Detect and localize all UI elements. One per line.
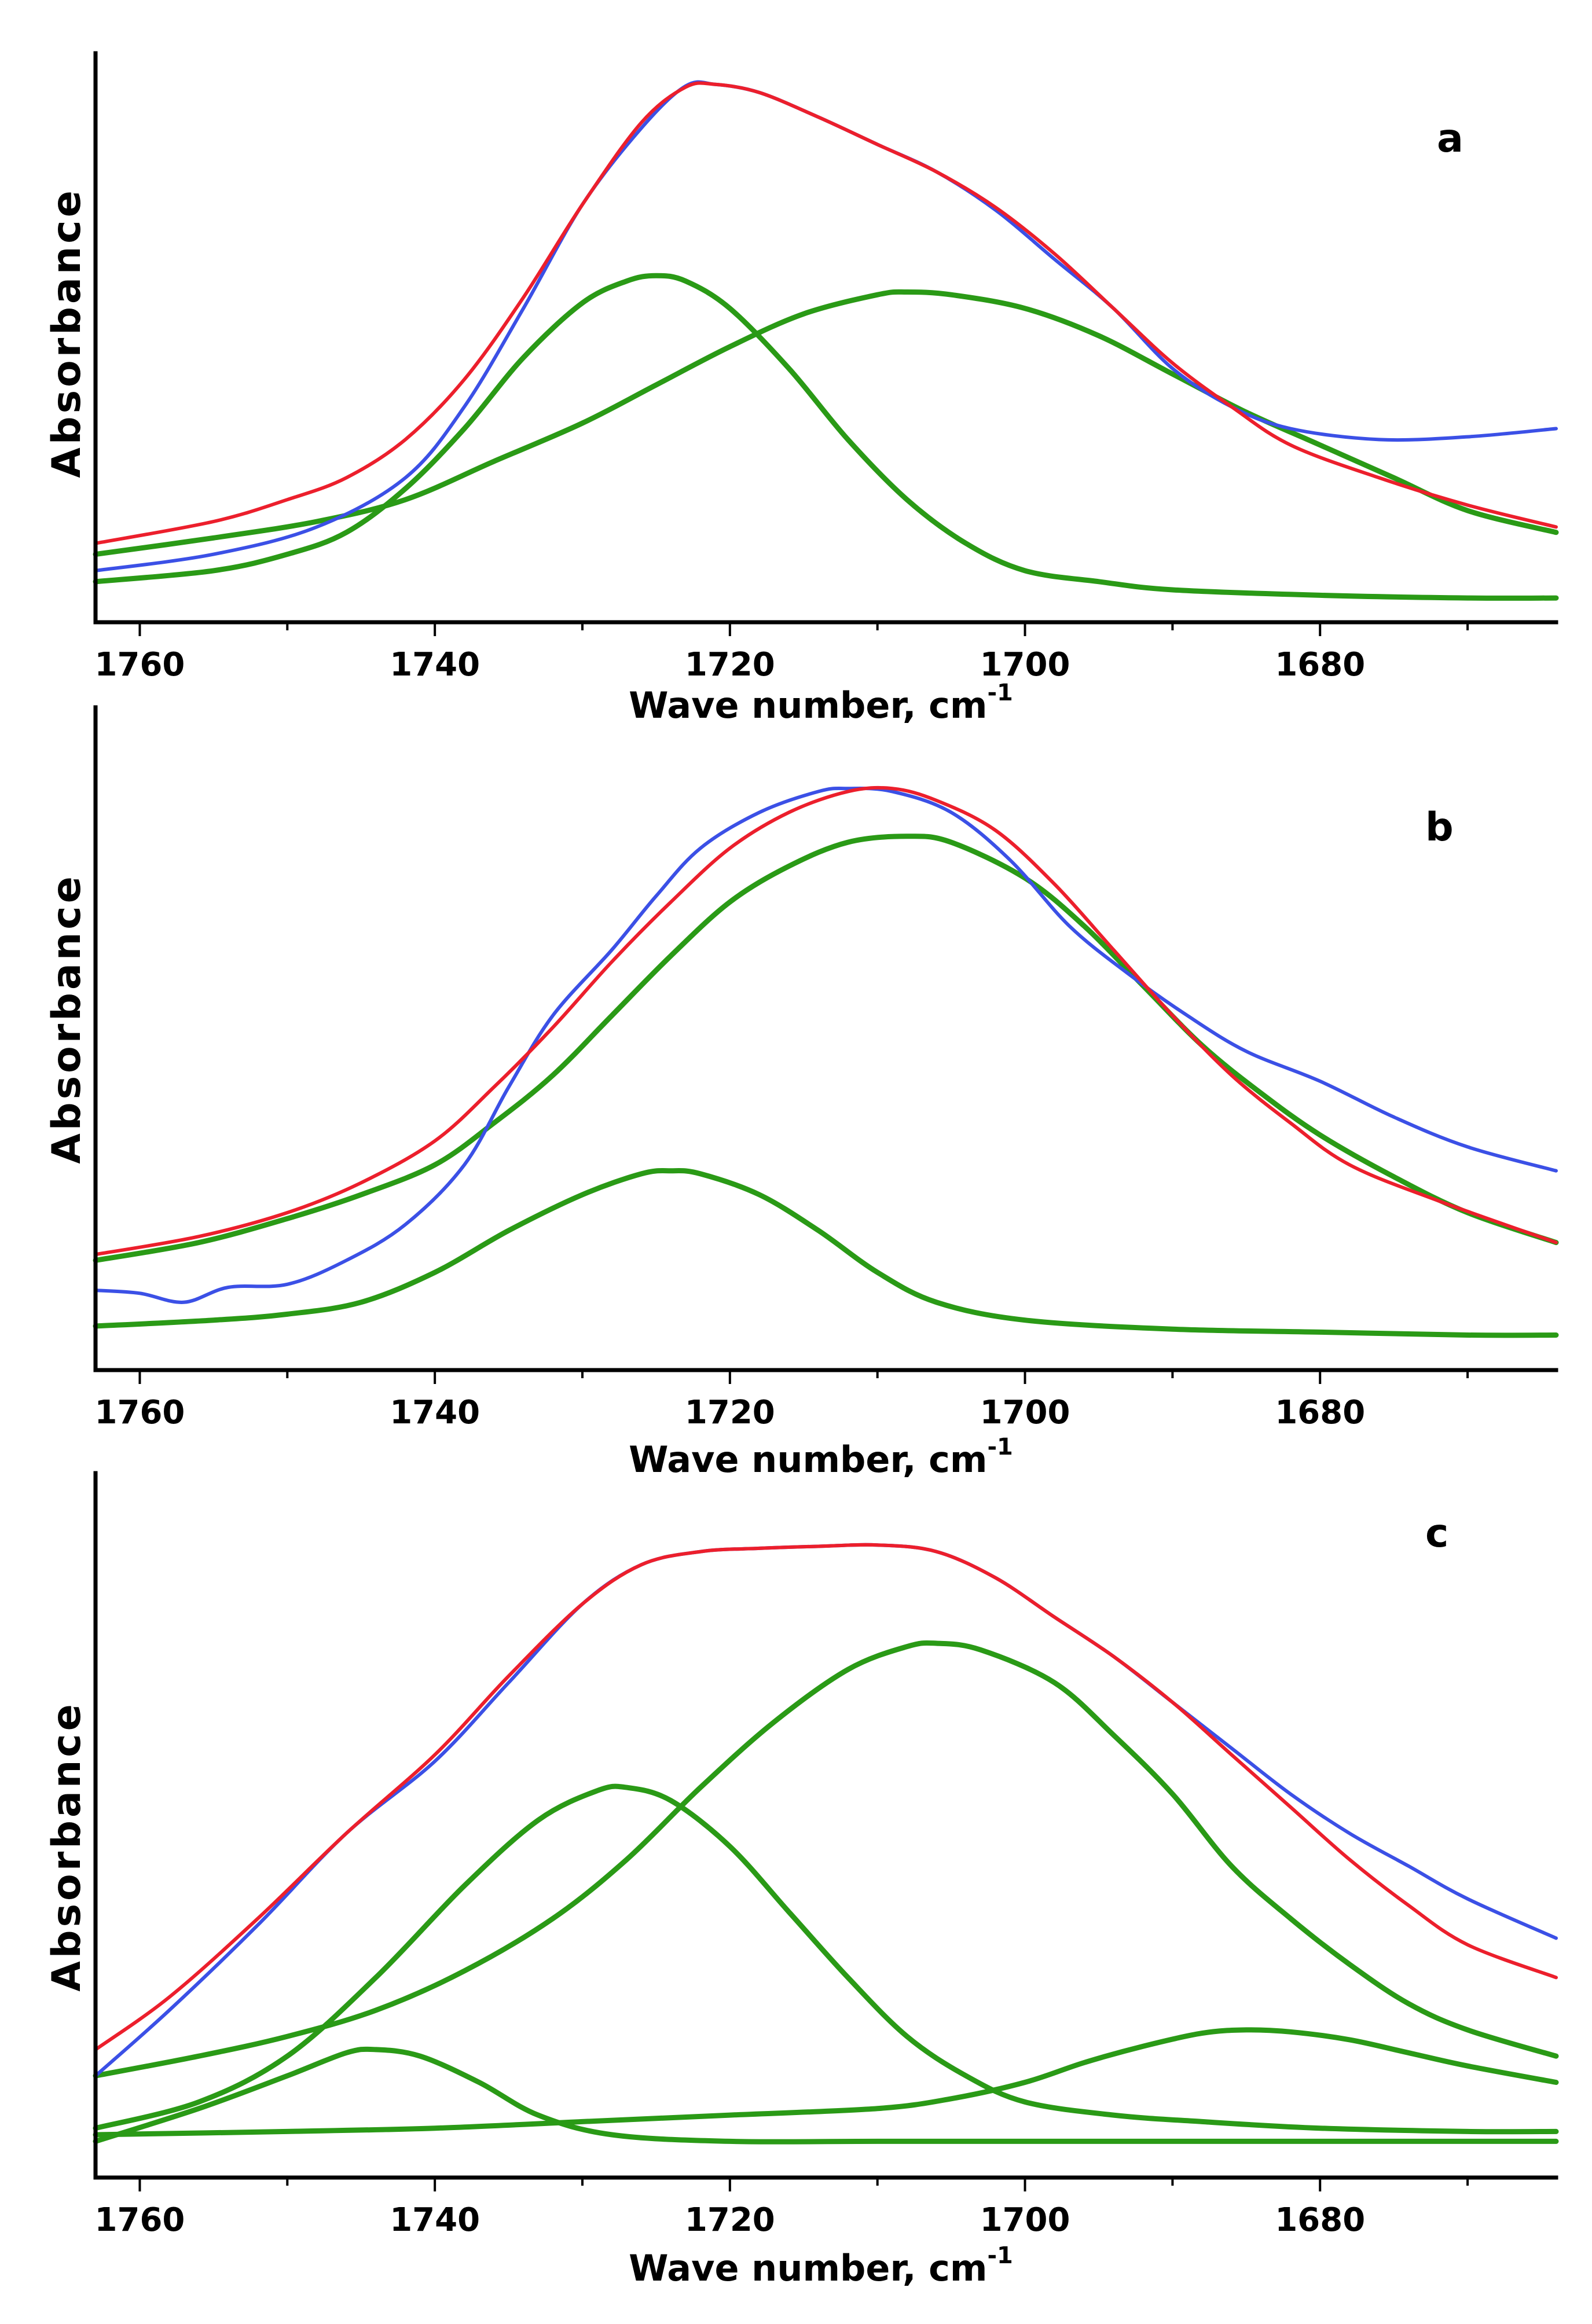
panel-c-y-axis-label: Absorbance xyxy=(44,1701,90,1991)
panel-b-fit-curve xyxy=(94,785,1558,1257)
panel-a-component-2-curve xyxy=(93,289,1559,557)
panel-c-x-tick-label-1720: 1720 xyxy=(685,2201,775,2239)
panel-c-fit-curve xyxy=(94,1543,1558,2051)
panel-c: 1760 1740 1720 1700 1680 c Absorbance Wave n… xyxy=(44,1471,1559,2289)
panel-a-x-tick-label-1700: 1700 xyxy=(980,646,1070,684)
panel-b-component-1-curve xyxy=(93,1168,1559,1338)
panel-a-y-axis-label: Absorbance xyxy=(44,188,90,478)
panel-c-x-tick-label-1700: 1700 xyxy=(980,2201,1070,2239)
panel-c-component-1-curve xyxy=(93,2046,1559,2145)
panel-b: 1760 1740 1720 1700 1680 b Absorbance Wave n… xyxy=(44,705,1559,1481)
panel-a-x-tick-label-1720: 1720 xyxy=(685,646,775,684)
panel-c-label: c xyxy=(1425,1511,1448,1556)
panel-b-x-tick-label-1720: 1720 xyxy=(685,1394,775,1431)
panel-c-x-tick-label-1760: 1760 xyxy=(95,2201,185,2239)
panel-b-curves xyxy=(93,785,1559,1338)
panel-b-component-2-curve xyxy=(93,834,1559,1263)
panel-c-component-3-curve xyxy=(93,1640,1559,2079)
panel-c-ticks: 1760 1740 1720 1700 1680 xyxy=(95,2178,1469,2239)
panel-a-measured-curve xyxy=(94,80,1558,572)
panel-a-ticks: 1760 1740 1720 1700 1680 xyxy=(95,622,1469,684)
panel-b-label: b xyxy=(1425,805,1454,850)
panel-a-x-axis-label: Wave number, cm-1 xyxy=(629,680,1013,726)
panel-c-measured-curve xyxy=(94,1543,1558,2078)
panel-a: 1760 1740 1720 1700 1680 a Absorbance Wave n… xyxy=(44,51,1559,726)
panel-c-curves xyxy=(93,1543,1559,2145)
panel-a-component-1-curve xyxy=(93,273,1559,601)
panel-c-component-2-curve xyxy=(93,1783,1559,2135)
panel-c-x-axis-label-text: Wave number, cm xyxy=(629,2247,987,2289)
panel-a-x-tick-label-1740: 1740 xyxy=(390,646,480,684)
panel-a-fit-curve xyxy=(94,81,1558,545)
panel-c-component-4-curve xyxy=(93,2027,1559,2138)
panel-b-measured-curve xyxy=(94,787,1558,1304)
panel-b-x-axis-label: Wave number, cm-1 xyxy=(629,1434,1013,1481)
panel-a-x-tick-label-1760: 1760 xyxy=(95,646,185,684)
panel-a-curves xyxy=(93,80,1559,601)
panel-b-x-axis-label-exponent: -1 xyxy=(987,1434,1013,1460)
panel-b-x-tick-label-1740: 1740 xyxy=(390,1394,480,1431)
panel-c-x-axis-label-exponent: -1 xyxy=(987,2242,1013,2269)
panel-c-x-tick-label-1680: 1680 xyxy=(1275,2201,1365,2239)
panel-b-y-axis-label: Absorbance xyxy=(44,873,90,1163)
panel-a-label: a xyxy=(1437,116,1463,161)
panel-a-x-axis-label-exponent: -1 xyxy=(987,680,1013,706)
panel-c-x-tick-label-1740: 1740 xyxy=(390,2201,480,2239)
panel-b-x-tick-label-1760: 1760 xyxy=(95,1394,185,1431)
panel-a-x-axis-label-text: Wave number, cm xyxy=(629,684,987,726)
panel-b-x-tick-label-1700: 1700 xyxy=(980,1394,1070,1431)
panel-b-x-tick-label-1680: 1680 xyxy=(1275,1394,1365,1431)
panel-b-x-axis-label-text: Wave number, cm xyxy=(629,1438,987,1481)
panel-a-x-tick-label-1680: 1680 xyxy=(1275,646,1365,684)
panel-c-x-axis-label: Wave number, cm-1 xyxy=(629,2242,1013,2289)
panel-b-ticks: 1760 1740 1720 1700 1680 xyxy=(95,1370,1469,1431)
